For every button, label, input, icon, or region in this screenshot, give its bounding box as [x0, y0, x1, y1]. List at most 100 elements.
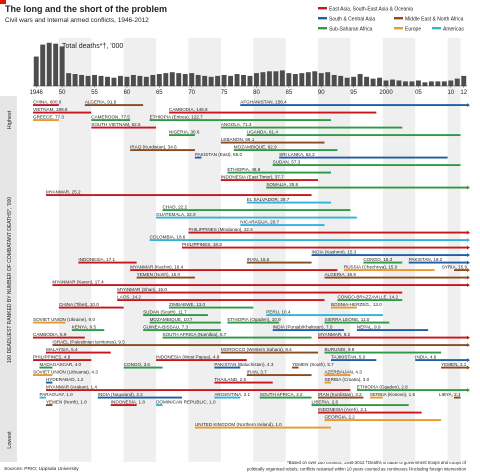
- conflict-label: ALGERIA, 91.9: [85, 99, 117, 104]
- conflict-label: PAKISTAN (Baluchistan), 4.3: [214, 362, 274, 367]
- total-bar: [182, 74, 188, 86]
- x-tick-label: 05: [415, 90, 422, 96]
- conflict-label: NICARAGUA, 20.7: [240, 219, 279, 224]
- total-bar: [195, 74, 201, 86]
- conflict-label: INDONESIA (West Papua), 4.8: [156, 354, 220, 359]
- total-bar: [312, 71, 318, 86]
- total-bar: [189, 73, 195, 86]
- conflict-label: SERBIA (Croatia), 3.0: [324, 377, 369, 382]
- conflict-label: INDONESIA (East Timor), 37.7: [221, 174, 284, 179]
- conflict-label: PHILIPPINES, 18.3: [182, 242, 222, 247]
- conflict-label: INDIA (Kashmir), 15.3: [312, 249, 357, 254]
- total-bar: [396, 80, 402, 86]
- total-bar: [137, 75, 143, 86]
- conflict-bar: [188, 231, 467, 234]
- conflict-label: MALAYSIA, 5.4: [46, 347, 78, 352]
- total-bar: [292, 74, 298, 86]
- conflict-bar: [97, 396, 182, 399]
- conflict-bar: [227, 321, 280, 324]
- conflict-label: YEMEN (South), 5.7: [292, 362, 334, 367]
- total-bar: [150, 74, 156, 86]
- conflict-bar: [33, 111, 92, 114]
- conflict-label: IRAN, 3.7: [247, 369, 267, 374]
- x-tick-label: 10: [447, 90, 454, 96]
- conflict-bar: [343, 269, 435, 272]
- total-bar: [202, 75, 208, 86]
- chart-subtitle: Civil wars and internal armed conflicts,…: [5, 17, 149, 24]
- conflict-bar: [45, 381, 53, 384]
- conflict-label: CHINA, 600.0: [33, 99, 62, 104]
- total-bar: [390, 79, 395, 86]
- conflict-bar: [246, 201, 331, 204]
- conflict-label: PERU, 10.4: [266, 309, 291, 314]
- conflict-label: CHAD, 22.2: [163, 204, 188, 209]
- ongoing-arrow: [467, 103, 470, 108]
- ongoing-arrow: [467, 268, 470, 273]
- total-bar: [273, 71, 279, 86]
- conflict-label: SOUTH AFRICA, 2.2: [260, 392, 303, 397]
- ongoing-arrow: [467, 253, 470, 258]
- conflict-label: BOSNIA-HERZEG., 13.0: [331, 302, 382, 307]
- conflict-label: CAMEROON, 77.5: [91, 114, 130, 119]
- conflict-label: RUSSIA (Chechnya), 15.0: [344, 264, 398, 269]
- conflict-label: CAMBODIA, 5.9: [33, 332, 67, 337]
- total-bar: [228, 75, 234, 86]
- total-bar: [105, 76, 110, 86]
- total-bar: [260, 72, 266, 86]
- conflict-bar: [156, 404, 163, 407]
- conflict-bar: [45, 351, 111, 354]
- total-bar: [279, 70, 285, 86]
- footnote: *Based on over 250 conflicts, 1946-2012 …: [287, 460, 467, 465]
- conflict-label: MYANMAR (Arakan), 1.4: [46, 384, 97, 389]
- conflict-label: MYANMAR (Shan), 15.0: [117, 287, 167, 292]
- conflict-bar: [363, 261, 403, 264]
- legend-label: Sub-Saharan Africa: [329, 27, 373, 33]
- y-axis-label: 100 DEADLIEST RANKED BY NUMBER OF COMBAT…: [7, 197, 13, 363]
- total-bar: [143, 76, 149, 86]
- total-bar: [254, 73, 259, 86]
- conflict-bar: [246, 374, 312, 377]
- rank-strip: [0, 96, 17, 462]
- conflict-bar: [117, 291, 403, 294]
- legend-label: Middle East & North Africa: [405, 17, 464, 23]
- total-bar: [72, 74, 78, 86]
- conflict-bar: [454, 269, 467, 272]
- legend-label: Europe: [405, 27, 421, 33]
- total-bar: [305, 72, 311, 86]
- total-bar: [331, 74, 337, 86]
- conflict-bar: [149, 119, 331, 122]
- conflict-label: INDIA (Punjab/Khalistan), 7.0: [273, 324, 333, 329]
- conflict-bar: [324, 321, 390, 324]
- total-bar: [461, 75, 467, 86]
- conflict-bar: [220, 179, 319, 182]
- x-tick-label: 50: [59, 90, 66, 96]
- conflict-label: ETHIOPIA (Ogaden), 10.9: [227, 317, 281, 322]
- conflict-bar: [356, 329, 429, 332]
- total-bar: [156, 74, 162, 86]
- conflict-bar: [356, 389, 467, 392]
- conflict-label: ETHIOPIA (Ogaden), 2.8: [357, 384, 408, 389]
- lowest-label: Lowest: [7, 431, 13, 449]
- conflict-label: IRAN (Kurdistan), 3.2: [318, 392, 362, 397]
- conflict-bar: [272, 164, 461, 167]
- conflict-bar: [91, 119, 131, 122]
- legend-swatch: [394, 27, 403, 30]
- conflict-label: INDONESIA, 1.8: [111, 399, 146, 404]
- conflict-bar: [45, 404, 53, 407]
- total-bar: [117, 75, 123, 86]
- conflict-bar: [318, 396, 364, 399]
- conflict-label: ANGOLA, 71.3: [221, 122, 252, 127]
- ongoing-arrow: [467, 238, 470, 243]
- x-tick-label: 2000: [379, 90, 393, 96]
- total-bar: [130, 74, 136, 86]
- total-bar: [98, 75, 104, 86]
- footnote: politically organised rebels; conflicts …: [247, 467, 467, 472]
- conflict-label: IRAQ (Kurdistan), 34.6: [130, 144, 177, 149]
- conflict-bar: [220, 351, 319, 354]
- conflict-label: PARAGUAY, 1.0: [39, 392, 73, 397]
- total-bar: [338, 75, 344, 86]
- conflict-label: SOUTH VIETNAM, 62.5: [91, 122, 141, 127]
- conflict-bar: [324, 276, 467, 279]
- x-tick-label: 70: [188, 90, 195, 96]
- conflict-bar: [156, 359, 247, 362]
